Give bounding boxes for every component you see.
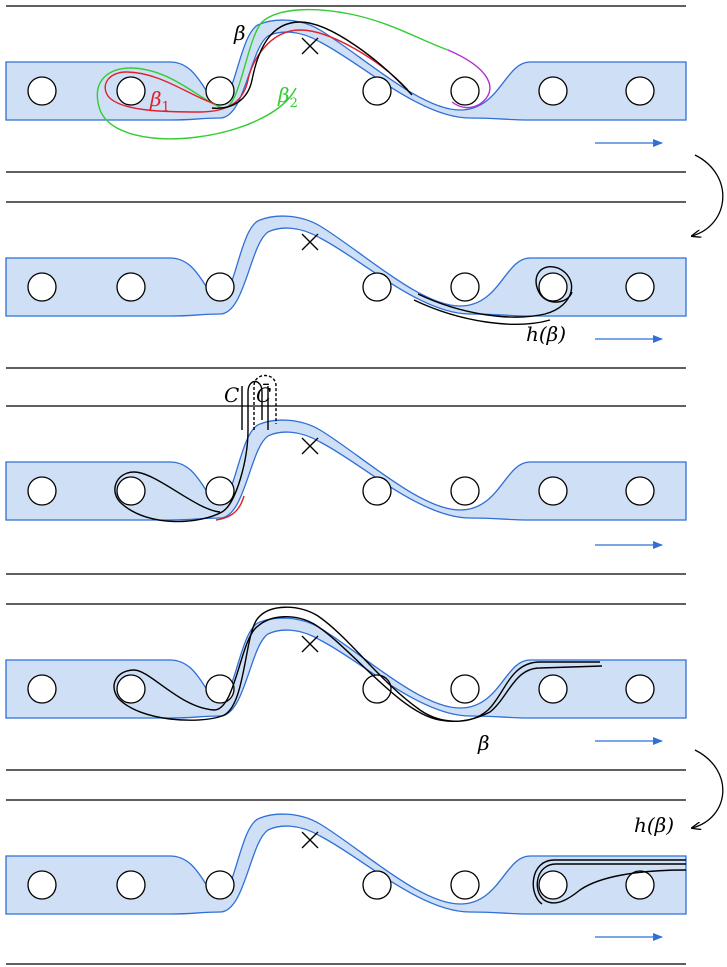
beta1-segment bbox=[215, 495, 245, 521]
puncture-3 bbox=[205, 76, 235, 106]
h-beta-curve-2 bbox=[532, 859, 686, 905]
h-beta-curve bbox=[417, 266, 573, 318]
puncture-1 bbox=[27, 674, 57, 704]
curve-c-dashed bbox=[253, 374, 277, 430]
beta-curve bbox=[211, 21, 413, 109]
panel-4: β bbox=[5, 603, 687, 771]
puncture-7 bbox=[625, 476, 655, 506]
panel-2: h(β) bbox=[5, 201, 687, 369]
label-c-bar: C̄ bbox=[256, 382, 271, 407]
beta1-curve bbox=[104, 29, 409, 113]
cross-icon bbox=[301, 37, 319, 55]
h-beta-curve-2 bbox=[413, 299, 551, 325]
label-h-beta: h(β) bbox=[526, 322, 566, 346]
puncture-3 bbox=[205, 272, 235, 302]
cross-icon bbox=[301, 437, 319, 455]
puncture-1 bbox=[27, 272, 57, 302]
puncture-6 bbox=[538, 476, 568, 506]
strip bbox=[5, 19, 687, 121]
beta-tail-curve bbox=[447, 49, 491, 109]
puncture-4 bbox=[362, 272, 392, 302]
puncture-4 bbox=[362, 76, 392, 106]
panel-1: β β1 β2 bbox=[5, 5, 687, 173]
puncture-7 bbox=[625, 870, 655, 900]
cross-icon bbox=[301, 635, 319, 653]
label-beta1: β1 bbox=[149, 87, 170, 115]
puncture-2 bbox=[116, 476, 146, 506]
puncture-1 bbox=[27, 870, 57, 900]
puncture-1 bbox=[27, 76, 57, 106]
puncture-4 bbox=[362, 476, 392, 506]
puncture-6 bbox=[538, 272, 568, 302]
strip bbox=[5, 617, 687, 719]
curved-arrow-icon bbox=[692, 154, 724, 236]
puncture-5 bbox=[450, 272, 480, 302]
puncture-6 bbox=[538, 870, 568, 900]
label-beta: β bbox=[233, 21, 246, 45]
puncture-3 bbox=[205, 476, 235, 506]
puncture-2 bbox=[116, 870, 146, 900]
curved-arrow-icon bbox=[692, 749, 724, 828]
strip bbox=[5, 813, 687, 915]
label-h-beta: h(β) bbox=[634, 813, 674, 837]
beta-curve-inner bbox=[133, 616, 603, 722]
strip bbox=[5, 215, 687, 317]
puncture-3 bbox=[205, 870, 235, 900]
label-c: C bbox=[224, 383, 239, 407]
panel-5: h(β) bbox=[5, 799, 687, 965]
puncture-3 bbox=[205, 674, 235, 704]
puncture-5 bbox=[450, 870, 480, 900]
puncture-2 bbox=[116, 674, 146, 704]
puncture-4 bbox=[362, 870, 392, 900]
cross-icon bbox=[301, 831, 319, 849]
puncture-4 bbox=[362, 674, 392, 704]
puncture-6 bbox=[538, 76, 568, 106]
puncture-5 bbox=[450, 76, 480, 106]
strip bbox=[5, 419, 687, 521]
label-beta: β bbox=[477, 731, 490, 755]
puncture-5 bbox=[450, 476, 480, 506]
puncture-5 bbox=[450, 674, 480, 704]
puncture-2 bbox=[116, 76, 146, 106]
puncture-7 bbox=[625, 76, 655, 106]
panel-3: C C̄ bbox=[5, 374, 687, 575]
beta-curve-outer bbox=[113, 606, 600, 722]
h-beta-curve bbox=[536, 863, 687, 904]
beta-loop bbox=[114, 429, 249, 523]
puncture-7 bbox=[625, 674, 655, 704]
label-beta2: β2 bbox=[277, 83, 298, 111]
puncture-6 bbox=[538, 674, 568, 704]
puncture-2 bbox=[116, 272, 146, 302]
puncture-7 bbox=[625, 272, 655, 302]
puncture-1 bbox=[27, 476, 57, 506]
curve-c bbox=[241, 380, 269, 430]
cross-icon bbox=[301, 233, 319, 251]
